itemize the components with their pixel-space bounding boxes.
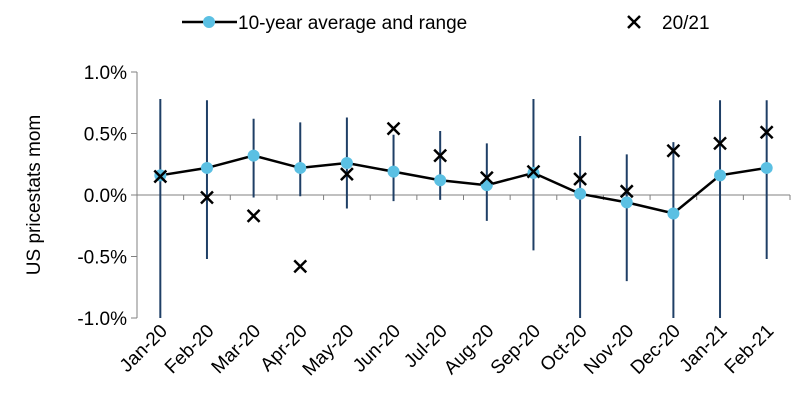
cross-point <box>293 259 308 274</box>
x-tick-label: Aug-20 <box>440 321 498 379</box>
average-point <box>760 161 773 174</box>
average-point <box>434 174 447 187</box>
y-tick-label: -0.5% <box>77 248 127 269</box>
average-line <box>160 154 767 215</box>
legend-item-2021: 20/21 <box>627 13 710 34</box>
legend-cross-swatch <box>627 15 641 29</box>
cross-point <box>386 121 401 136</box>
average-point <box>247 149 260 162</box>
average-point <box>387 165 400 178</box>
x-tick-label: Nov-20 <box>580 321 638 379</box>
average-point <box>620 196 633 209</box>
x-tick-label: Feb-21 <box>721 321 778 378</box>
cross-point <box>759 125 774 140</box>
cross-markers <box>153 121 774 274</box>
legend: 10-year average and range 20/21 <box>182 13 710 34</box>
y-ticks: 1.0% 0.5% 0.0% -0.5% -1.0% <box>77 63 137 330</box>
y-tick-label: 0.5% <box>84 125 127 146</box>
average-point <box>200 161 213 174</box>
average-point <box>294 161 307 174</box>
cross-point <box>666 143 681 158</box>
cross-point <box>573 172 587 186</box>
average-point <box>340 157 353 170</box>
legend-marker-swatch <box>203 16 215 28</box>
cross-point <box>479 170 494 185</box>
cross-point <box>526 164 541 179</box>
x-tick-label: Mar-20 <box>208 321 265 378</box>
y-axis-title: US pricestats mom <box>24 115 45 275</box>
cross-point <box>619 184 634 199</box>
average-point <box>714 169 727 182</box>
legend-label-average: 10-year average and range <box>238 13 467 34</box>
legend-label-2021: 20/21 <box>662 13 710 34</box>
x-tick-label: Jan-21 <box>676 321 732 377</box>
cross-point <box>433 148 448 163</box>
y-tick-label: 0.0% <box>84 186 127 207</box>
x-tick-label: Jun-20 <box>349 321 405 377</box>
cross-point <box>246 209 261 223</box>
axes: 1.0% 0.5% 0.0% -0.5% -1.0% Jan-20Feb-20Mar-2… <box>77 63 791 381</box>
average-point <box>667 207 680 220</box>
x-tick-label: Sep-20 <box>487 321 545 379</box>
y-tick-label: 1.0% <box>84 63 127 84</box>
range-bars <box>159 99 768 318</box>
y-tick-label: -1.0% <box>77 309 127 330</box>
cross-point <box>340 167 354 181</box>
average-point <box>574 187 587 200</box>
cross-point <box>200 190 214 205</box>
x-tick-label: Feb-20 <box>161 321 218 378</box>
x-ticks: Jan-20Feb-20Mar-20Apr-20May-20Jun-20Jul-… <box>116 195 791 381</box>
x-tick-label: May-20 <box>299 321 359 381</box>
x-tick-label: Dec-20 <box>627 321 685 379</box>
cross-point <box>153 169 168 184</box>
legend-item-average: 10-year average and range <box>182 13 467 34</box>
cross-point <box>713 136 727 151</box>
